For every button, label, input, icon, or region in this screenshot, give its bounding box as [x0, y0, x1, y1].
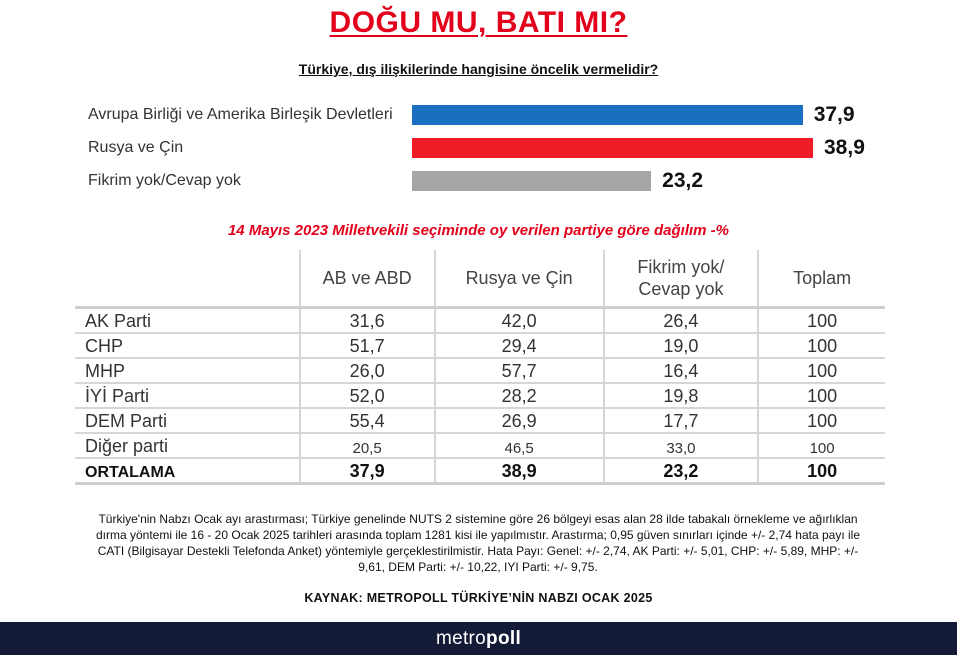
table-cell: 100	[757, 458, 885, 485]
row-party-name: DEM Parti	[75, 408, 300, 434]
table-cell: 100	[757, 358, 885, 384]
header-fikrim-yok-line1: Fikrim yok/	[637, 257, 725, 277]
table-cell: 26,4	[602, 307, 759, 334]
row-party-name: CHP	[75, 333, 300, 359]
bar-value-rusya-cin: 38,9	[824, 136, 865, 159]
table-row: İYİ Parti 52,0 28,2 19,8 100	[75, 383, 885, 409]
table-cell: 100	[757, 333, 885, 359]
table-cell: 37,9	[298, 458, 435, 485]
bar-rusya-cin	[412, 138, 813, 158]
table-header-row: AB ve ABD Rusya ve Çin Fikrim yok/ Cevap…	[75, 250, 885, 309]
bar-value-ab-abd: 37,9	[813, 103, 855, 126]
table-cell: 33,0	[602, 433, 759, 459]
bar-value-fikrim-yok: 23,2	[662, 169, 704, 192]
header-party	[75, 250, 300, 309]
table-cell: 31,6	[298, 307, 435, 334]
row-party-name: Diğer parti	[75, 433, 300, 459]
table-cell: 28,2	[433, 383, 604, 409]
metropoll-logo: metropoll	[436, 628, 521, 650]
table-cell: 42,0	[433, 307, 604, 334]
table-cell: 51,7	[298, 333, 435, 359]
table-cell: 29,4	[433, 333, 604, 359]
table-row: CHP 51,7 29,4 19,0 100	[75, 333, 885, 359]
header-fikrim-yok-line2: Cevap yok	[638, 279, 724, 299]
header-fikrim-yok: Fikrim yok/ Cevap yok	[602, 250, 759, 309]
bar-label-ab-abd: Avrupa Birliği ve Amerika Birleşik Devle…	[88, 106, 393, 123]
table-cell: 46,5	[433, 433, 604, 459]
table-cell: 100	[757, 433, 885, 459]
row-party-name: İYİ Parti	[75, 383, 300, 409]
logo-part-metro: metro	[435, 627, 487, 649]
row-party-name: ORTALAMA	[75, 458, 300, 485]
table-cell: 20,5	[298, 433, 435, 459]
header-rusya-cin: Rusya ve Çin	[433, 250, 604, 309]
bar-label-fikrim-yok: Fikrim yok/Cevap yok	[88, 172, 241, 189]
bar-ab-abd	[412, 105, 803, 125]
table-cell: 26,9	[433, 408, 604, 434]
bar-label-rusya-cin: Rusya ve Çin	[88, 139, 184, 156]
party-breakdown-table: AB ve ABD Rusya ve Çin Fikrim yok/ Cevap…	[75, 250, 885, 485]
header-ab-abd: AB ve ABD	[298, 250, 435, 309]
table-cell: 100	[757, 383, 885, 409]
table-cell: 16,4	[602, 358, 759, 384]
survey-question: Türkiye, dış ilişkilerinde hangisine önc…	[298, 61, 659, 77]
source-line: KAYNAK: METROPOLL TÜRKİYE’NİN NABZI OCAK…	[304, 591, 653, 605]
page-title: DOĞU MU, BATI MI?	[329, 6, 628, 39]
table-cell: 52,0	[298, 383, 435, 409]
table-row: Diğer parti 20,5 46,5 33,0 100	[75, 433, 885, 459]
row-party-name: AK Parti	[75, 307, 300, 334]
footer-bar: metropoll	[0, 622, 957, 655]
table-cell: 19,8	[602, 383, 759, 409]
logo-part-poll: poll	[486, 627, 522, 649]
table-cell: 100	[757, 307, 885, 334]
table-cell: 23,2	[602, 458, 759, 485]
table-cell: 26,0	[298, 358, 435, 384]
table-cell: 57,7	[433, 358, 604, 384]
table-cell: 19,0	[602, 333, 759, 359]
table-row: DEM Parti 55,4 26,9 17,7 100	[75, 408, 885, 434]
row-party-name: MHP	[75, 358, 300, 384]
table-cell: 38,9	[433, 458, 604, 485]
table-row: MHP 26,0 57,7 16,4 100	[75, 358, 885, 384]
bar-fikrim-yok	[412, 171, 652, 191]
table-cell: 17,7	[602, 408, 759, 434]
table-row: ORTALAMA 37,9 38,9 23,2 100	[75, 458, 885, 485]
methodology-note: Türkiye'nin Nabzı Ocak ayı arastırması; …	[95, 512, 861, 574]
table-cell: 100	[757, 408, 885, 434]
table-row: AK Parti 31,6 42,0 26,4 100	[75, 307, 885, 334]
table-cell: 55,4	[298, 408, 435, 434]
table-title: 14 Mayıs 2023 Milletvekili seçiminde oy …	[227, 222, 730, 239]
header-toplam: Toplam	[757, 250, 885, 309]
